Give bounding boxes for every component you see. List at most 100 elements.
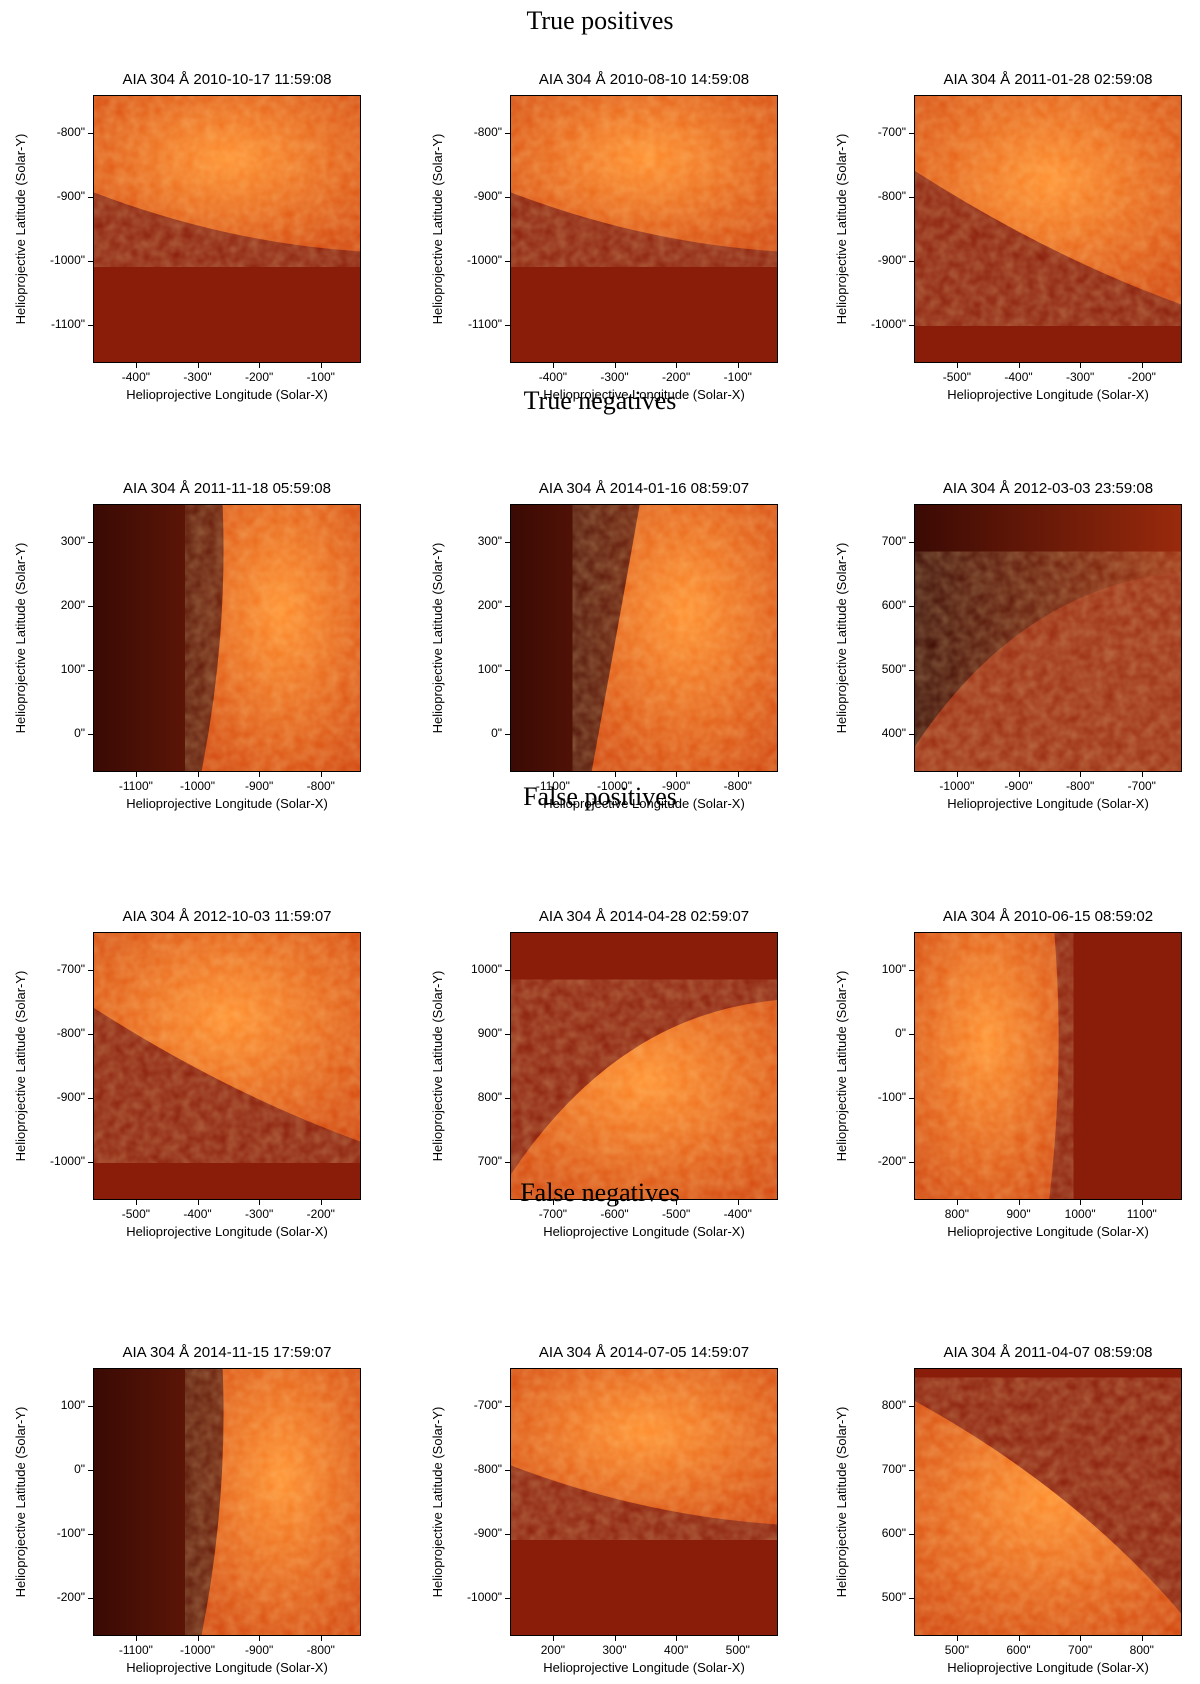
y-tick-label: -900" xyxy=(56,1090,85,1105)
x-tick-mark xyxy=(197,772,199,777)
solar-image-frame xyxy=(93,504,361,772)
y-tick-mark xyxy=(505,261,510,263)
y-tick-label: 400" xyxy=(881,726,906,741)
x-tick-mark xyxy=(552,363,554,368)
y-tick-label: 200" xyxy=(60,597,85,612)
x-tick-label: -200" xyxy=(245,370,274,384)
x-tick-mark xyxy=(1018,1200,1020,1205)
y-tick-label: 300" xyxy=(60,533,85,548)
y-tick-mark xyxy=(505,969,510,971)
y-tick-label: -1100" xyxy=(50,317,85,332)
solar-image xyxy=(94,505,360,771)
x-tick-mark xyxy=(1018,363,1020,368)
x-tick-mark xyxy=(956,363,958,368)
x-tick-mark xyxy=(259,363,261,368)
y-tick-label: 300" xyxy=(477,533,502,548)
x-tick-label: -500" xyxy=(121,1207,151,1221)
y-tick-label: 700" xyxy=(881,533,906,548)
y-axis-label: Helioprojective Latitude (Solar-Y) xyxy=(834,133,849,325)
solar-image-frame xyxy=(914,932,1182,1200)
y-tick-mark xyxy=(88,325,93,327)
y-tick-mark xyxy=(505,1469,510,1471)
solar-image-frame xyxy=(93,95,361,363)
solar-image-frame xyxy=(93,1368,361,1636)
y-tick-mark xyxy=(909,1162,914,1164)
y-tick-mark xyxy=(505,670,510,672)
y-tick-mark xyxy=(505,734,510,736)
y-axis-label: Helioprojective Latitude (Solar-Y) xyxy=(834,1406,849,1598)
x-tick-label: -900" xyxy=(245,1643,274,1657)
y-tick-label: 100" xyxy=(60,1397,85,1412)
y-tick-mark xyxy=(88,1162,93,1164)
x-tick-mark xyxy=(197,1636,199,1641)
x-tick-label: -800" xyxy=(1066,779,1095,793)
y-tick-label: 700" xyxy=(477,1154,502,1169)
x-axis-label: Helioprojective Longitude (Solar-X) xyxy=(947,796,1149,811)
x-tick-mark xyxy=(1141,772,1143,777)
x-tick-mark xyxy=(676,1200,678,1205)
y-tick-mark xyxy=(88,734,93,736)
x-tick-mark xyxy=(320,363,322,368)
x-tick-label: -700" xyxy=(1127,779,1156,793)
y-tick-label: 100" xyxy=(60,662,85,677)
x-tick-mark xyxy=(135,772,137,777)
x-tick-label: -600" xyxy=(600,1207,629,1221)
solar-image xyxy=(915,1369,1181,1635)
x-tick-label: -100" xyxy=(306,370,335,384)
x-tick-label: -500" xyxy=(662,1207,691,1221)
y-tick-mark xyxy=(909,969,914,971)
y-tick-label: -900" xyxy=(56,188,85,203)
panel-title: AIA 304 Å 2014-04-28 02:59:07 xyxy=(538,908,750,925)
solar-image xyxy=(94,1369,360,1635)
y-tick-mark xyxy=(505,1534,510,1536)
x-tick-label: -400" xyxy=(538,370,568,384)
y-axis-label: Helioprojective Latitude (Solar-Y) xyxy=(13,1406,28,1598)
panel-title: AIA 304 Å 2010-10-17 11:59:08 xyxy=(122,71,332,88)
y-tick-label: 500" xyxy=(881,1590,906,1605)
y-tick-label: 100" xyxy=(881,961,906,976)
x-tick-label: -800" xyxy=(306,1643,335,1657)
x-tick-mark xyxy=(1141,1636,1143,1641)
x-tick-label: -300" xyxy=(600,370,629,384)
solar-image-frame xyxy=(914,95,1182,363)
x-tick-label: -400" xyxy=(1004,370,1033,384)
y-tick-mark xyxy=(88,1534,93,1536)
solar-image-frame xyxy=(510,932,778,1200)
solar-image-frame xyxy=(914,504,1182,772)
panel-title: AIA 304 Å 2011-11-18 05:59:08 xyxy=(123,480,331,497)
x-axis-label: Helioprojective Longitude (Solar-X) xyxy=(126,1224,328,1239)
x-tick-mark xyxy=(1018,1636,1020,1641)
x-tick-mark xyxy=(614,363,616,368)
y-tick-label: -1000" xyxy=(50,1154,85,1169)
y-tick-label: 0" xyxy=(74,726,85,741)
y-tick-label: -1100" xyxy=(467,317,502,332)
y-tick-label: 800" xyxy=(477,1090,502,1105)
x-tick-mark xyxy=(320,1636,322,1641)
solar-image-frame xyxy=(914,1368,1182,1636)
y-tick-label: 600" xyxy=(881,1526,906,1541)
solar-image xyxy=(915,933,1181,1199)
solar-image xyxy=(511,96,777,362)
x-tick-label: 800" xyxy=(944,1207,970,1221)
panel-title: AIA 304 Å 2014-01-16 08:59:07 xyxy=(538,480,750,497)
x-axis-label: Helioprojective Longitude (Solar-X) xyxy=(543,796,745,811)
x-tick-label: -200" xyxy=(1127,370,1156,384)
y-tick-mark xyxy=(88,196,93,198)
y-tick-mark xyxy=(88,1598,93,1600)
y-tick-label: 0" xyxy=(895,1025,906,1040)
panel-title: AIA 304 Å 2010-08-10 14:59:08 xyxy=(538,71,750,88)
x-tick-label: 400" xyxy=(664,1643,689,1657)
solar-image-frame xyxy=(510,504,778,772)
x-tick-label: 200" xyxy=(540,1643,566,1657)
x-tick-mark xyxy=(197,1200,199,1205)
y-tick-mark xyxy=(909,1469,914,1471)
x-tick-label: -1100" xyxy=(118,779,153,793)
x-tick-label: -200" xyxy=(662,370,691,384)
y-tick-mark xyxy=(909,196,914,198)
x-tick-mark xyxy=(614,1200,616,1205)
x-tick-mark xyxy=(552,1200,554,1205)
panel-title: AIA 304 Å 2014-07-05 14:59:07 xyxy=(538,1344,750,1361)
x-tick-label: -1000" xyxy=(180,779,215,793)
y-tick-mark xyxy=(505,1098,510,1100)
y-tick-mark xyxy=(88,541,93,543)
